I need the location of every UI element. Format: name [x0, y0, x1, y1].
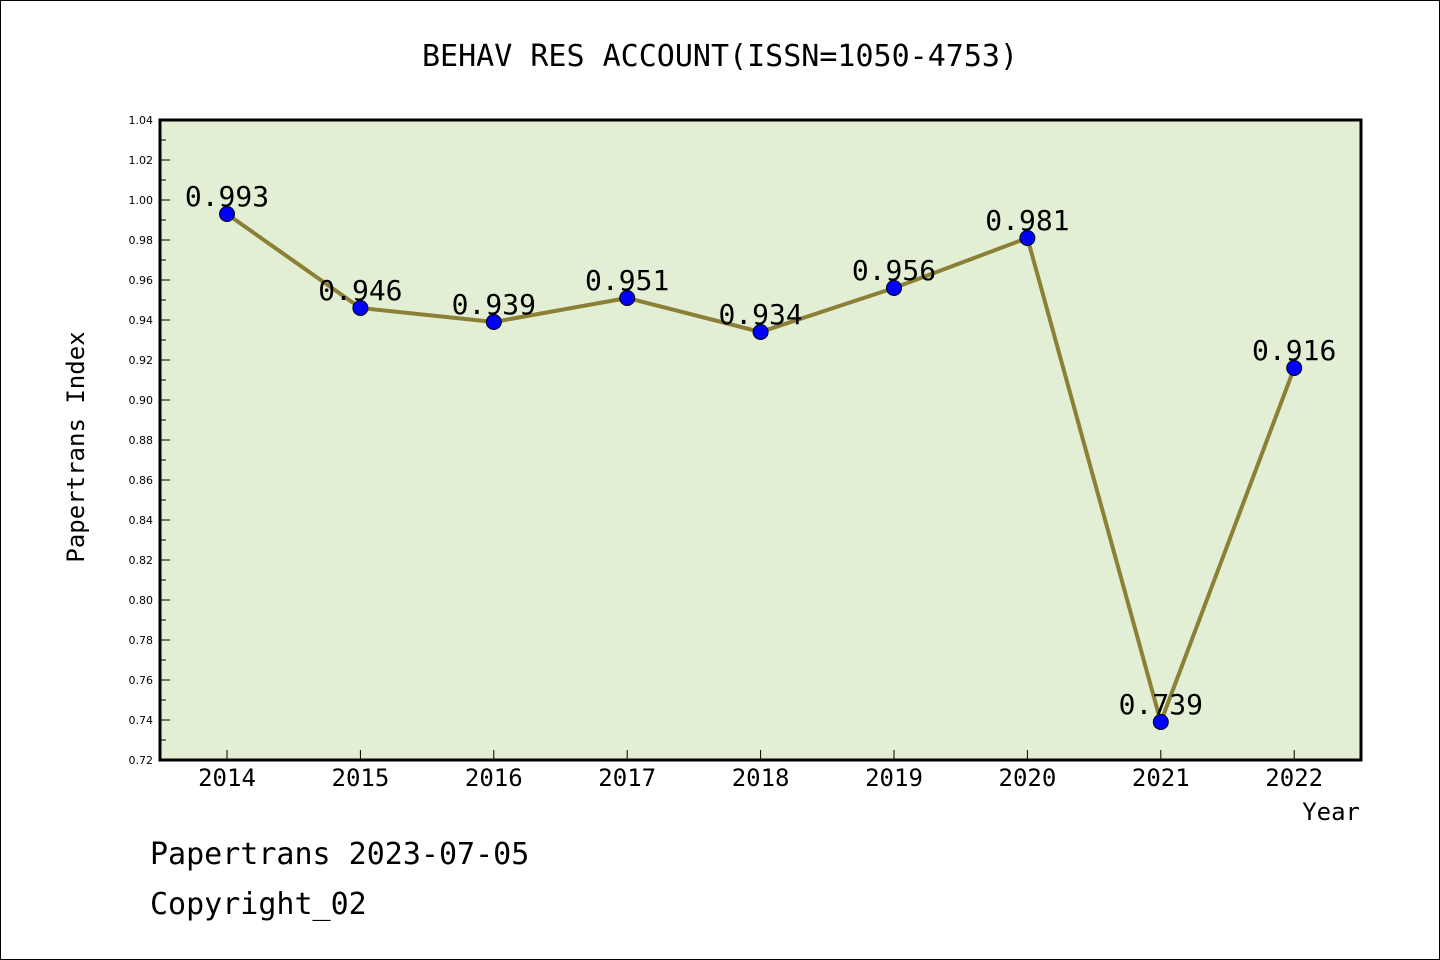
x-tick-label: 2019: [865, 764, 923, 792]
chart-title: BEHAV RES ACCOUNT(ISSN=1050-4753): [422, 39, 1018, 74]
x-tick-label: 2018: [732, 764, 790, 792]
data-point: [1019, 230, 1036, 246]
x-tick-label: 2017: [598, 764, 656, 792]
data-label: 0.934: [718, 298, 802, 331]
data-point: [752, 324, 769, 340]
data-point: [619, 290, 636, 306]
data-points: [219, 206, 1303, 730]
data-point: [485, 314, 502, 330]
x-axis: 2014 2015 2016 2017 2018 2019 2020 2021 2022: [198, 750, 1323, 792]
y-tick-label: 0.94: [129, 314, 154, 327]
x-tick-label: 2014: [198, 764, 256, 792]
data-label: 0.956: [852, 254, 936, 287]
x-tick-label: 2016: [465, 764, 523, 792]
y-tick-label: 0.78: [129, 634, 154, 647]
x-tick-label: 2022: [1265, 764, 1323, 792]
x-tick-label: 2021: [1132, 764, 1190, 792]
data-point: [886, 280, 902, 296]
data-label: 0.993: [185, 180, 269, 213]
footer-date: Papertrans 2023-07-05: [150, 837, 529, 872]
data-point: [352, 300, 369, 316]
y-tick-label: 0.92: [129, 354, 154, 367]
y-tick-label: 0.84: [129, 514, 154, 527]
data-point: [219, 206, 235, 222]
y-tick-label: 0.76: [129, 674, 154, 687]
y-tick-label: 0.86: [129, 474, 154, 487]
y-tick-label: 0.88: [129, 434, 154, 447]
y-tick-label: 0.96: [129, 274, 154, 287]
plot-area: [158, 118, 1363, 762]
y-tick-label: 0.80: [129, 594, 154, 607]
data-label: 0.946: [318, 274, 402, 307]
data-label: 0.739: [1119, 688, 1203, 721]
y-tick-label: 0.90: [129, 394, 154, 407]
data-point: [1286, 360, 1303, 376]
x-tick-label: 2015: [332, 764, 390, 792]
y-tick-label: 0.74: [129, 714, 154, 727]
data-point: [1152, 714, 1169, 730]
y-tick-label: 0.82: [129, 554, 154, 567]
data-label: 0.951: [585, 264, 669, 297]
data-labels: 0.993 0.946 0.939 0.951 0.934 0.956 0.981 0.739…: [185, 180, 1336, 721]
data-label: 0.981: [985, 204, 1069, 237]
x-axis-label: Year: [1302, 798, 1360, 826]
footer-copyright: Copyright_02: [150, 887, 367, 922]
x-tick-label: 2020: [999, 764, 1057, 792]
y-tick-label: 0.72: [129, 754, 154, 767]
y-tick-label: 1.00: [129, 194, 154, 207]
y-tick-label: 1.04: [129, 114, 154, 127]
y-axis: 0.72 0.74 0.76 0.78 0.80 0.82 0.84 0.86 0.88 0.90…: [129, 114, 170, 767]
y-tick-label: 1.02: [129, 154, 154, 167]
data-label: 0.916: [1252, 334, 1336, 367]
y-tick-label: 0.98: [129, 234, 154, 247]
data-label: 0.939: [452, 288, 536, 321]
y-axis-label: Papertrans Index: [62, 331, 90, 562]
